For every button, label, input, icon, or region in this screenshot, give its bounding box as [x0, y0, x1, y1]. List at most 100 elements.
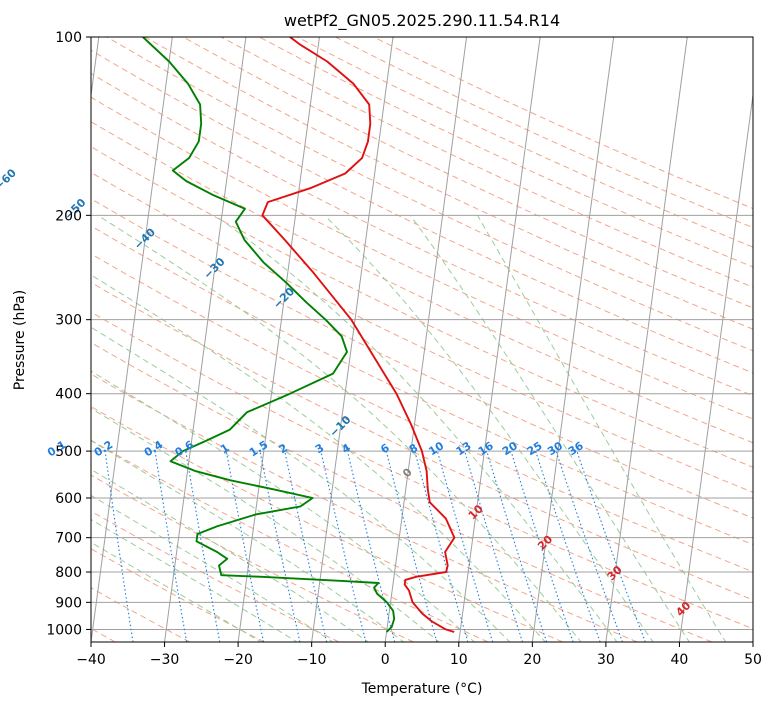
isotherm-label: 10 — [466, 502, 486, 522]
moist-adiabat — [409, 215, 690, 642]
dry-adiabat — [91, 548, 265, 642]
mixing-ratio-line — [154, 451, 188, 642]
mixing-ratio-line — [414, 450, 469, 642]
moist-adiabat — [97, 214, 582, 642]
axes: −40 −30 −20 −10 0 10 20 30 40 5010020030040050060… — [46, 30, 762, 668]
dry-adiabat — [259, 37, 753, 268]
x-tick-label: 20 — [523, 652, 541, 668]
mixing-ratio-line — [284, 450, 328, 642]
line-labels: 0.10.20.40.611.52346810131620253036−100−… — [0, 166, 694, 619]
moist-adiabat — [324, 214, 654, 642]
dry-adiabat — [91, 96, 753, 420]
y-tick-label: 1000 — [46, 622, 82, 638]
isotherm-label: −30 — [201, 255, 228, 282]
isotherm — [164, 37, 247, 642]
mixing-ratio-label: 3 — [313, 441, 326, 456]
isotherm — [605, 37, 688, 642]
moist-adiabat — [91, 274, 546, 642]
moist-adiabat — [91, 541, 262, 642]
y-tick-label: 500 — [55, 444, 82, 460]
mixing-ratio-line — [510, 450, 574, 642]
isotherm-label: −10 — [327, 413, 354, 440]
dry-adiabat — [91, 510, 340, 642]
x-tick-label: 50 — [744, 652, 762, 668]
moist-adiabat — [214, 214, 618, 642]
moist-adiabat — [91, 370, 476, 642]
y-tick-label: 900 — [55, 595, 82, 611]
mixing-ratio-label: 2 — [277, 441, 290, 456]
y-tick-label: 100 — [55, 30, 82, 46]
moist-adiabat — [91, 518, 298, 642]
y-tick-label: 600 — [55, 491, 82, 507]
mixing-ratio-label: 10 — [426, 439, 446, 458]
mixing-ratio-label: 16 — [476, 439, 496, 458]
mixing-ratio-line — [385, 450, 438, 642]
mixing-ratio-label: 13 — [454, 439, 474, 458]
isotherm — [752, 638, 753, 642]
x-axis-label: Temperature (°C) — [361, 681, 483, 697]
isotherm-label: 40 — [673, 599, 693, 619]
moist-adiabat — [91, 440, 405, 642]
mixing-ratio-label: 0.2 — [92, 438, 115, 459]
x-tick-label: 40 — [671, 652, 689, 668]
dry-adiabat — [91, 311, 753, 630]
mixing-ratio-line — [185, 451, 221, 642]
isotherm-label: 20 — [535, 532, 555, 552]
isotherm — [91, 37, 100, 99]
mixing-ratio-line — [486, 450, 548, 642]
moist-adiabat — [477, 215, 727, 642]
background-lines — [91, 37, 753, 642]
mixing-ratio-line — [346, 450, 396, 642]
dry-adiabat — [106, 37, 753, 352]
chart-title: wetPf2_GN05.2025.290.11.54.R14 — [284, 11, 560, 31]
dry-adiabat — [91, 171, 753, 493]
mixing-ratio-line — [555, 450, 624, 642]
isotherm-label: −40 — [132, 225, 159, 252]
sounding-traces — [142, 37, 456, 633]
dry-adiabat — [91, 146, 753, 468]
isotherm-label: 30 — [605, 563, 625, 583]
mixing-ratio-line — [436, 450, 494, 642]
isotherm — [311, 37, 394, 642]
dry-adiabat — [91, 373, 638, 642]
x-tick-label: −20 — [223, 652, 253, 668]
dry-adiabat — [91, 198, 753, 519]
isotherm — [531, 37, 615, 642]
mixing-ratio-label: 20 — [500, 439, 520, 458]
dry-adiabat — [91, 72, 753, 397]
dry-adiabat — [335, 37, 753, 229]
mixing-ratio-label: 1.5 — [247, 438, 270, 459]
isotherm — [678, 91, 753, 642]
x-tick-label: −40 — [76, 652, 106, 668]
dry-adiabat — [91, 49, 753, 374]
dry-adiabat — [91, 121, 753, 444]
mixing-ratio-line — [576, 450, 646, 642]
isotherm-label: −60 — [0, 166, 19, 193]
mixing-ratio-label: 6 — [378, 441, 392, 456]
y-tick-label: 300 — [55, 313, 82, 329]
x-tick-label: −30 — [150, 652, 180, 668]
mixing-ratio-line — [104, 451, 134, 642]
x-tick-label: 30 — [597, 652, 615, 668]
temperature-trace — [261, 37, 456, 633]
mixing-ratio-line — [464, 450, 524, 642]
dry-adiabat — [91, 253, 753, 573]
dry-adiabat — [144, 37, 753, 330]
mixing-ratio-line — [320, 450, 367, 642]
moist-adiabat — [91, 468, 370, 642]
y-tick-label: 700 — [55, 531, 82, 547]
isotherm — [384, 37, 468, 642]
isotherm-label: 0 — [400, 465, 415, 480]
mixing-ratio-label: 30 — [545, 439, 565, 458]
plot-frame — [90, 36, 754, 643]
isotherm — [237, 37, 320, 642]
x-tick-label: −10 — [297, 652, 327, 668]
mixing-ratio-label: 0.4 — [142, 438, 166, 460]
mixing-ratio-label: 1 — [218, 441, 231, 456]
x-tick-label: 10 — [450, 652, 468, 668]
dry-adiabat — [91, 281, 753, 601]
mixing-ratio-line — [259, 450, 301, 642]
mixing-ratio-label: 36 — [566, 439, 586, 458]
isotherm — [91, 37, 173, 642]
